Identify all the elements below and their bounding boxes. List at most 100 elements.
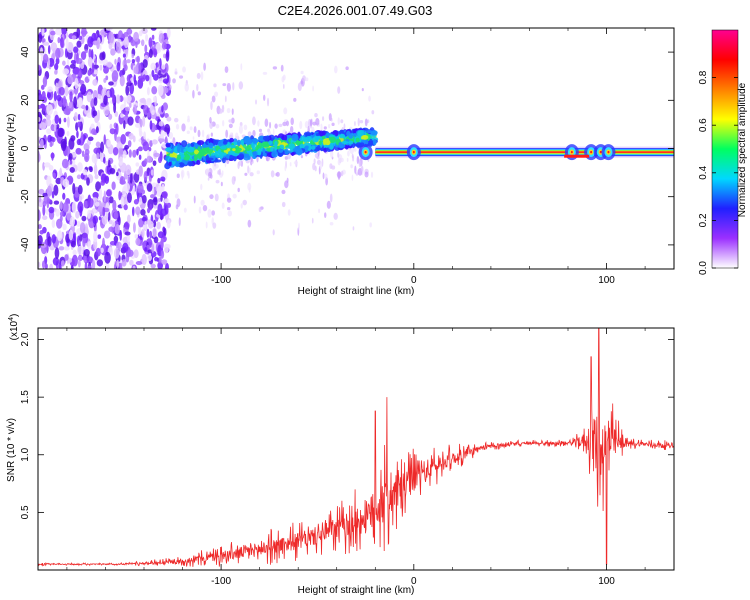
- band-blob: [180, 154, 185, 158]
- noise-blob: [65, 37, 69, 50]
- noise-blob: [77, 162, 83, 172]
- band-blob: [295, 148, 303, 156]
- noise-blob: [165, 51, 170, 62]
- noise-blob: [146, 183, 153, 192]
- sparse-blob: [359, 120, 364, 124]
- noise-blob: [146, 98, 152, 106]
- sparse-blob: [322, 172, 325, 180]
- noise-blob: [132, 265, 136, 269]
- noise-blob: [38, 209, 41, 222]
- noise-blob: [68, 152, 73, 161]
- spectrogram-y-tick-label: 20: [20, 94, 31, 106]
- noise-blob: [146, 228, 150, 238]
- noise-blob: [150, 62, 157, 70]
- sparse-blob: [252, 116, 256, 126]
- band-blob: [291, 133, 299, 142]
- noise-blob: [111, 181, 116, 191]
- noise-blob: [54, 247, 60, 259]
- noise-blob: [73, 112, 78, 122]
- noise-blob: [144, 220, 147, 231]
- sparse-blob: [187, 172, 190, 179]
- sparse-blob: [193, 126, 197, 134]
- sparse-blob: [281, 201, 286, 208]
- band-blob: [262, 135, 271, 141]
- sparse-blob: [287, 209, 291, 216]
- noise-blob: [61, 28, 67, 35]
- noise-blob: [147, 207, 151, 214]
- band-blob: [165, 143, 171, 148]
- noise-blob: [153, 48, 158, 58]
- band-blob: [196, 159, 201, 165]
- noise-blob: [38, 104, 42, 110]
- noise-blob: [123, 36, 129, 49]
- noise-blob: [87, 265, 92, 269]
- noise-blob: [162, 78, 169, 84]
- noise-blob: [87, 136, 94, 142]
- band-blob: [220, 145, 227, 150]
- sparse-blob: [290, 117, 294, 126]
- noise-blob: [123, 64, 128, 72]
- noise-blob: [116, 61, 121, 72]
- noise-blob: [135, 261, 143, 266]
- noise-blob: [131, 53, 134, 59]
- noise-blob: [155, 62, 159, 68]
- noise-blob: [123, 120, 126, 130]
- sparse-blob: [181, 123, 186, 132]
- noise-blob: [75, 210, 80, 219]
- band-blob: [217, 148, 222, 155]
- noise-blob: [160, 208, 167, 217]
- sparse-blob: [227, 210, 233, 217]
- noise-blob: [107, 211, 111, 223]
- band-blob: [305, 136, 312, 142]
- noise-blob: [76, 138, 82, 146]
- noise-blob: [140, 209, 146, 216]
- band-blob: [339, 133, 346, 139]
- noise-blob: [131, 206, 135, 217]
- noise-blob: [161, 191, 168, 199]
- sparse-blob: [202, 204, 208, 212]
- sparse-blob: [247, 219, 252, 228]
- noise-blob: [89, 166, 93, 173]
- band-blob: [279, 144, 285, 150]
- noise-blob: [103, 134, 106, 145]
- sparse-blob: [238, 124, 243, 134]
- noise-blob: [141, 216, 147, 222]
- sparse-blob: [226, 82, 231, 92]
- sparse-blob: [297, 82, 302, 92]
- offset-segment: [564, 154, 590, 158]
- sparse-blob: [211, 210, 216, 216]
- noise-blob: [41, 38, 46, 43]
- noise-blob: [54, 114, 60, 124]
- noise-blob: [153, 196, 158, 206]
- band-blob: [281, 134, 288, 142]
- noise-blob: [99, 64, 103, 71]
- noise-blob: [46, 104, 53, 116]
- noise-blob: [146, 107, 149, 114]
- noise-blob: [122, 53, 126, 58]
- noise-blob: [160, 249, 165, 259]
- noise-blob: [106, 61, 113, 68]
- band-blob: [361, 135, 369, 140]
- noise-blob: [93, 69, 98, 75]
- noise-blob: [87, 209, 91, 219]
- noise-blob: [140, 39, 145, 47]
- sparse-blob: [221, 104, 225, 113]
- noise-blob: [38, 33, 43, 43]
- noise-blob: [109, 128, 116, 135]
- snr-y-multiplier-close: ): [9, 314, 20, 317]
- band-blob: [187, 143, 191, 148]
- noise-blob: [121, 196, 124, 209]
- sparse-blob: [326, 200, 331, 209]
- noise-blob: [132, 149, 137, 158]
- sparse-blob: [300, 70, 304, 75]
- sparse-blob: [305, 77, 309, 82]
- noise-blob: [41, 28, 45, 37]
- sparse-blob: [168, 132, 174, 139]
- spectrogram-panel: -100 0 100 -40 -20 0 20 40 Height of straight …: [6, 27, 675, 297]
- sparse-blob: [183, 207, 187, 213]
- sparse-blob: [314, 112, 318, 118]
- sparse-blob: [351, 174, 354, 181]
- sparse-blob: [262, 71, 268, 75]
- sparse-blob: [258, 128, 263, 133]
- sparse-blob: [257, 120, 260, 127]
